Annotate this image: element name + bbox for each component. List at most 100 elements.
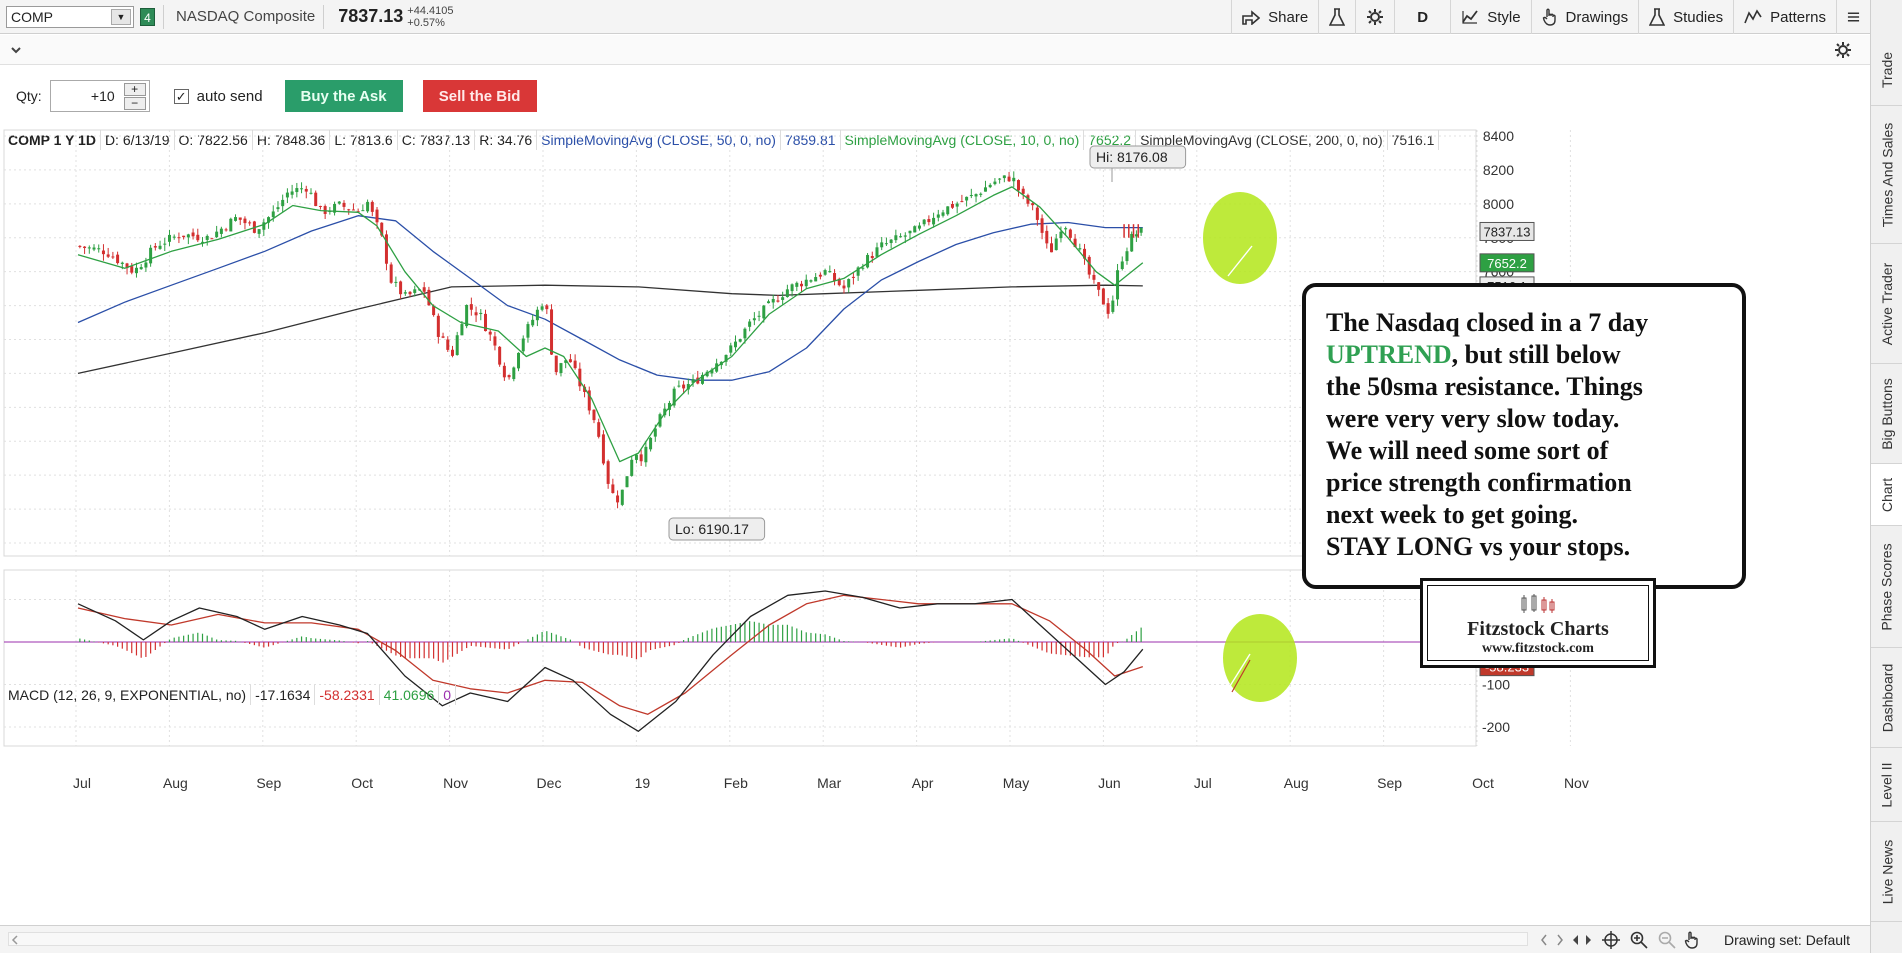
- candle-body: [304, 188, 308, 192]
- candle-body: [333, 203, 337, 213]
- zoom-out-icon[interactable]: [1658, 931, 1676, 949]
- candle-body: [691, 379, 695, 383]
- candle-body: [748, 321, 752, 327]
- tab-label: Dashboard: [1879, 663, 1895, 732]
- tab-label: Phase Scores: [1879, 542, 1896, 631]
- candle-body: [908, 230, 912, 234]
- expand-horizontal-icon[interactable]: [1572, 932, 1592, 948]
- qty-label: Qty:: [16, 88, 42, 104]
- candle-body: [743, 328, 747, 339]
- candle-body: [432, 306, 436, 316]
- link-group-badge[interactable]: 4: [140, 7, 155, 26]
- candle-body: [969, 195, 973, 197]
- candle-body: [913, 226, 917, 233]
- note-line: were very very slow today.: [1326, 404, 1620, 433]
- share-button[interactable]: Share: [1231, 0, 1318, 34]
- chevron-down-icon[interactable]: ▼: [111, 8, 131, 25]
- chevron-down-icon[interactable]: [10, 45, 22, 55]
- candle-body: [917, 225, 921, 229]
- candle-body: [554, 355, 558, 373]
- candle-body: [87, 247, 91, 249]
- candle-body: [394, 281, 398, 283]
- drawings-button[interactable]: Drawings: [1530, 0, 1639, 34]
- sell-the-bid-button[interactable]: Sell the Bid: [422, 80, 537, 112]
- patterns-button[interactable]: Patterns: [1733, 0, 1836, 34]
- flask-button[interactable]: [1318, 0, 1355, 34]
- candle-body: [120, 262, 124, 264]
- annotation-note: The Nasdaq closed in a 7 day UPTREND, bu…: [1302, 283, 1746, 589]
- menu-button[interactable]: [1836, 0, 1870, 34]
- auto-send-checkbox[interactable]: ✓: [173, 88, 189, 104]
- candle-body: [597, 422, 601, 437]
- tab-level-ii[interactable]: Level II: [1871, 748, 1902, 822]
- time-tick-label: May: [1003, 775, 1029, 791]
- tab-chart[interactable]: Chart: [1871, 464, 1902, 526]
- candle-body: [281, 199, 285, 207]
- candle-body: [828, 271, 832, 273]
- candle-body: [479, 312, 483, 315]
- buy-the-ask-button[interactable]: Buy the Ask: [284, 80, 403, 112]
- logo-name: Fitzstock Charts: [1467, 618, 1609, 640]
- scroll-left-icon[interactable]: [11, 935, 19, 945]
- candle-body: [436, 315, 440, 337]
- candle-body: [134, 267, 138, 274]
- candle-body: [965, 196, 969, 201]
- macd-label[interactable]: MACD (12, 26, 9, EXPONENTIAL, no): [4, 685, 252, 705]
- bar-range: R: 34.76: [475, 130, 538, 150]
- candle-body: [1087, 256, 1091, 275]
- candle-body: [767, 301, 771, 304]
- candle-body: [271, 211, 275, 218]
- candle-body: [884, 243, 888, 245]
- scroll-right-icon[interactable]: [1556, 934, 1564, 946]
- qty-stepper[interactable]: +10 + −: [49, 80, 150, 112]
- tab-label: Chart: [1879, 477, 1896, 512]
- candle-body: [771, 298, 775, 303]
- time-tick-label: Dec: [537, 775, 562, 791]
- zoom-in-icon[interactable]: [1630, 931, 1648, 949]
- drawing-set-label[interactable]: Drawing set: Default: [1724, 932, 1851, 948]
- tab-phase-scores[interactable]: Phase Scores: [1871, 526, 1902, 648]
- scroll-left-icon[interactable]: [1540, 934, 1548, 946]
- style-button[interactable]: Style: [1450, 0, 1530, 34]
- candle-body: [469, 304, 473, 310]
- tab-trade[interactable]: Trade: [1871, 34, 1902, 106]
- candle-body: [488, 331, 492, 335]
- tab-live-news[interactable]: Live News: [1871, 822, 1902, 922]
- tab-times-and-sales[interactable]: Times And Sales: [1871, 106, 1902, 244]
- timeframe-button[interactable]: D: [1394, 0, 1450, 34]
- candle-body: [1050, 243, 1054, 253]
- candle-body: [210, 238, 214, 240]
- studies-button[interactable]: Studies: [1638, 0, 1733, 34]
- logo-frame: Fitzstock Charts www.fitzstock.com: [1427, 585, 1649, 661]
- tab-label: Trade: [1879, 51, 1895, 88]
- candle-body: [1111, 300, 1115, 312]
- settings-button[interactable]: [1355, 0, 1394, 34]
- horizontal-scrollbar[interactable]: [8, 932, 1528, 946]
- candle-body: [531, 319, 535, 326]
- decrement-button[interactable]: −: [123, 97, 146, 110]
- pan-hand-icon[interactable]: [1684, 930, 1702, 950]
- increment-button[interactable]: +: [123, 83, 146, 96]
- candle-body: [1078, 248, 1082, 250]
- bar-high: H: 7848.36: [253, 130, 331, 150]
- symbol-input[interactable]: COMP ▼: [6, 5, 134, 28]
- candle-body: [1021, 188, 1025, 194]
- candle-body: [1026, 195, 1030, 204]
- crosshair-icon[interactable]: [1602, 931, 1620, 949]
- tab-big-buttons[interactable]: Big Buttons: [1871, 364, 1902, 464]
- candle-body: [130, 266, 134, 273]
- qty-value: +10: [90, 88, 115, 104]
- note-text: , but still below: [1451, 340, 1621, 369]
- tab-label: Times And Sales: [1879, 122, 1895, 227]
- tab-active-trader[interactable]: Active Trader: [1871, 244, 1902, 364]
- gear-icon[interactable]: [1834, 41, 1852, 59]
- candle-body: [507, 375, 511, 378]
- candle-body: [1035, 207, 1039, 220]
- time-tick-label: Jul: [1194, 775, 1212, 791]
- candle-body: [620, 489, 624, 505]
- candle-body: [101, 250, 105, 255]
- tab-dashboard[interactable]: Dashboard: [1871, 648, 1902, 748]
- time-tick-label: Jun: [1098, 775, 1121, 791]
- trend-arrow: [1227, 245, 1253, 277]
